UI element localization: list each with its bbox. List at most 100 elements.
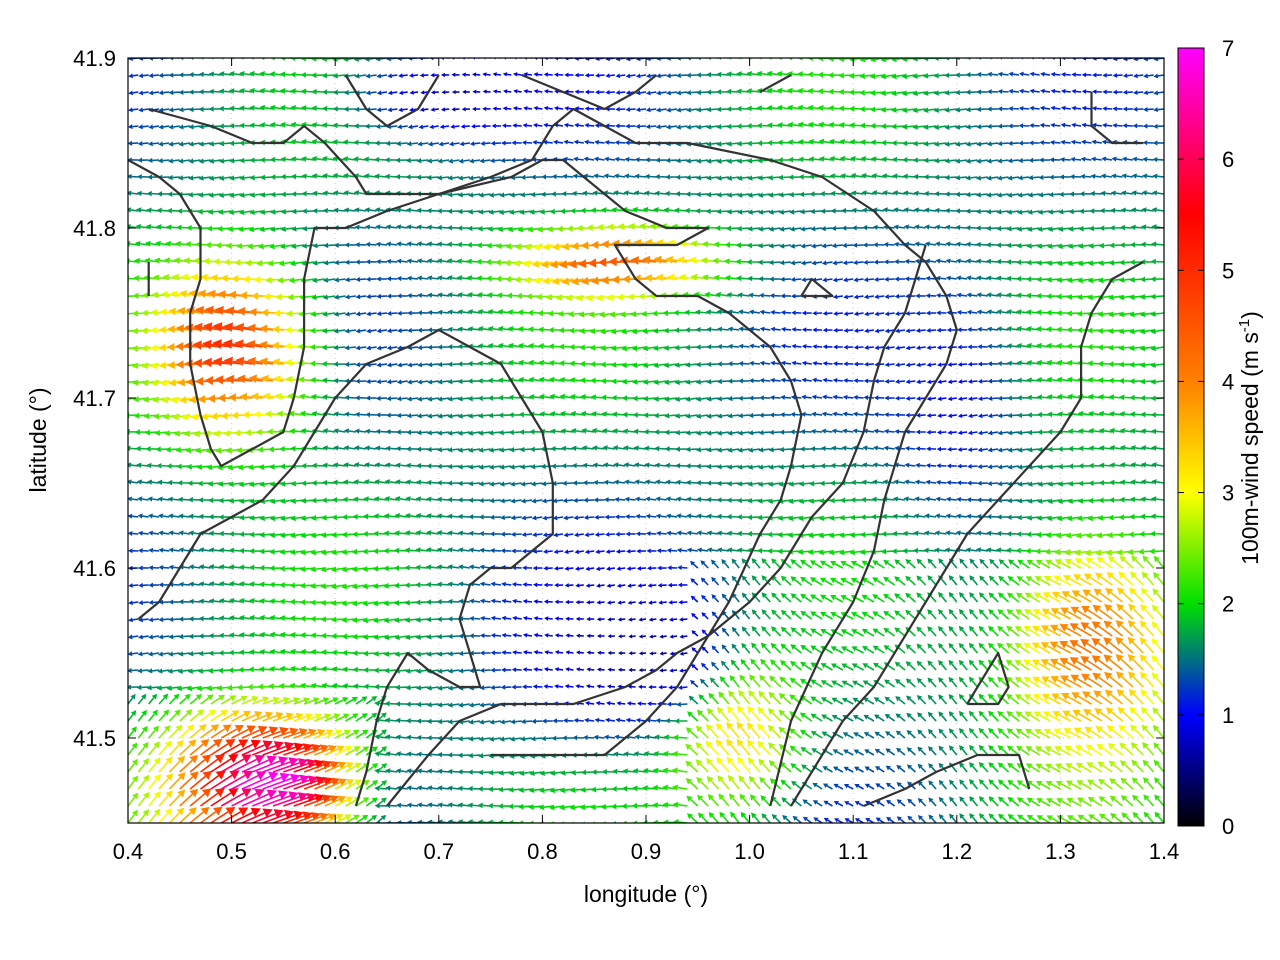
wind-vector	[768, 742, 782, 756]
wind-vector	[283, 728, 308, 739]
wind-vector	[949, 813, 958, 823]
wind-vector	[396, 802, 408, 808]
wind-vector	[272, 774, 310, 790]
wind-vector	[716, 706, 730, 722]
wind-vector	[374, 803, 388, 809]
wind-vector	[272, 712, 294, 722]
wind-vector	[262, 791, 299, 807]
wind-vector	[632, 768, 647, 774]
colorbar-title: 100m-wind speed (m s-1)	[1236, 311, 1263, 565]
wind-vector	[988, 813, 999, 823]
wind-vector	[623, 751, 636, 757]
wind-vector	[1036, 798, 1051, 807]
wind-vector	[345, 729, 360, 739]
wind-vector	[158, 808, 173, 823]
x-tick-label: 0.9	[631, 839, 662, 864]
wind-vector	[303, 713, 323, 722]
wind-vector	[324, 778, 348, 790]
wind-vector	[632, 820, 646, 823]
wind-vector	[1043, 728, 1061, 739]
wind-vector	[978, 710, 989, 722]
wind-vector	[717, 775, 730, 790]
wind-vector	[949, 779, 958, 790]
wind-vector	[896, 816, 906, 823]
wind-vector	[385, 768, 398, 774]
wind-vector	[959, 762, 968, 773]
wind-vector	[210, 770, 240, 790]
x-tick-label: 0.5	[216, 839, 247, 864]
wind-vector	[478, 719, 491, 725]
wind-vector	[812, 782, 823, 790]
wind-vector	[605, 717, 616, 723]
wind-vector	[231, 771, 267, 790]
wind-vector	[917, 797, 927, 807]
wind-vector	[437, 718, 450, 725]
wind-vector	[802, 799, 813, 807]
wind-vector	[324, 729, 343, 739]
wind-vector	[549, 770, 564, 776]
wind-vector	[906, 712, 916, 722]
wind-vector	[1088, 814, 1103, 823]
wind-vector	[334, 762, 354, 773]
wind-vector	[938, 711, 948, 722]
wind-vector	[1046, 798, 1061, 807]
wind-vector	[736, 738, 751, 756]
wind-vector	[168, 709, 181, 722]
wind-vector	[1077, 814, 1092, 823]
wind-vector	[1073, 727, 1092, 739]
wind-vector	[760, 795, 771, 807]
wind-vector	[1105, 707, 1124, 722]
wind-vector	[355, 746, 370, 756]
wind-vector	[801, 764, 813, 773]
wind-vector	[468, 719, 481, 725]
wind-vector	[896, 764, 906, 773]
wind-vector	[1143, 794, 1155, 807]
wind-vector	[948, 728, 958, 739]
wind-vector	[695, 725, 709, 739]
wind-vector	[137, 809, 150, 823]
wind-vector	[148, 773, 162, 790]
y-tick-label: 41.5	[73, 726, 116, 751]
wind-vector	[612, 768, 626, 775]
wind-vector	[385, 785, 398, 791]
wind-vector	[959, 727, 968, 739]
wind-vector	[1109, 795, 1124, 807]
wind-vector	[750, 794, 761, 807]
x-tick-label: 1.0	[734, 839, 765, 864]
wind-vector	[748, 775, 761, 790]
wind-vector	[968, 727, 979, 739]
wind-vector	[189, 788, 212, 807]
wind-vector	[854, 801, 864, 807]
wind-vector	[1143, 777, 1155, 790]
wind-vector	[1118, 724, 1134, 739]
wind-vector	[573, 718, 584, 723]
x-axis-title: longitude (°)	[584, 881, 708, 907]
wind-vector	[355, 713, 368, 722]
wind-vector	[672, 734, 688, 741]
wind-vector	[200, 754, 225, 773]
wind-vector	[822, 783, 833, 790]
colorbar-tick-label: 1	[1222, 703, 1234, 728]
wind-vector	[293, 811, 321, 823]
wind-vector	[988, 779, 999, 790]
wind-vector	[645, 717, 657, 723]
wind-vector	[938, 779, 948, 790]
wind-vector	[864, 783, 875, 790]
wind-vector	[1141, 724, 1155, 739]
y-tick-label: 41.9	[73, 46, 116, 71]
wind-vector	[1087, 779, 1103, 790]
wind-vector	[821, 731, 833, 739]
wind-vector	[730, 811, 740, 823]
wind-vector	[782, 814, 792, 823]
wind-vector	[252, 772, 290, 790]
wind-vector	[874, 731, 885, 739]
wind-vector	[997, 728, 1010, 739]
wind-vector	[790, 763, 802, 773]
wind-vector	[179, 754, 199, 773]
wind-vector	[1054, 746, 1072, 756]
wind-vector	[262, 741, 295, 756]
wind-vector	[148, 725, 159, 739]
wind-vector	[1007, 796, 1020, 807]
wind-vector	[800, 746, 813, 756]
wind-vector	[938, 796, 948, 807]
